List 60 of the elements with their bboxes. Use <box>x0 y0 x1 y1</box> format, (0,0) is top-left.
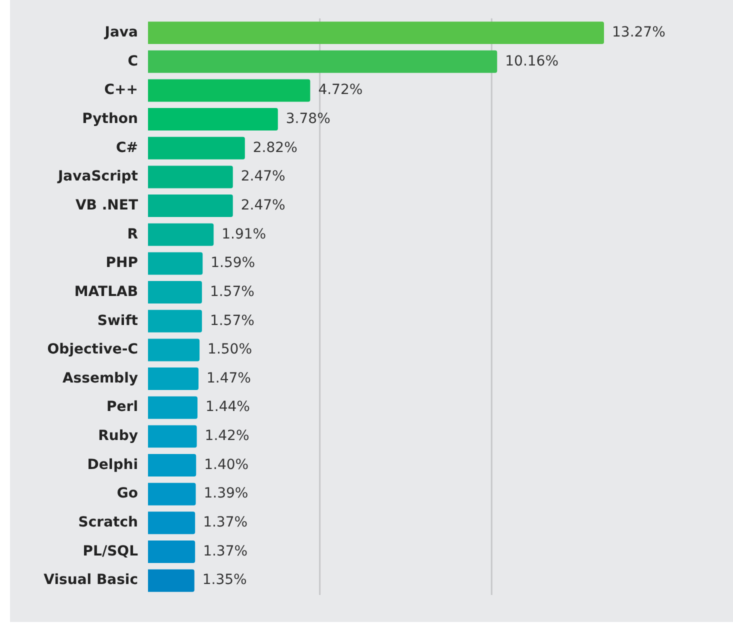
bar <box>148 194 233 218</box>
y-tick-label: Scratch <box>78 514 138 531</box>
bar <box>148 540 196 563</box>
bar <box>148 252 203 275</box>
bar <box>148 454 196 477</box>
data-label: 2.47% <box>240 168 286 185</box>
data-label: 1.37% <box>203 543 248 560</box>
y-tick-label: C++ <box>104 82 138 98</box>
bar <box>148 136 245 160</box>
y-tick-label: Assembly <box>62 370 138 386</box>
bar <box>148 368 199 390</box>
y-tick-label: Visual Basic <box>44 572 138 588</box>
data-label: 1.59% <box>210 255 256 272</box>
data-label: 1.42% <box>204 428 250 444</box>
data-label: 1.57% <box>210 312 254 329</box>
data-label: 1.91% <box>222 226 266 242</box>
bar <box>148 569 194 592</box>
data-label: 10.16% <box>505 53 559 70</box>
y-tick-label: MATLAB <box>74 284 138 300</box>
bar <box>148 482 196 506</box>
data-label: 1.50% <box>208 342 252 358</box>
data-label: 1.35% <box>202 572 247 588</box>
y-tick-label: Perl <box>106 399 138 416</box>
data-label: 3.78% <box>286 110 330 127</box>
data-label: 2.82% <box>252 140 298 156</box>
y-tick-label: Delphi <box>87 456 138 473</box>
data-label: 1.44% <box>205 399 250 416</box>
y-tick-label: Go <box>116 486 138 502</box>
data-label: 1.40% <box>204 456 249 473</box>
data-label: 1.57% <box>210 284 254 300</box>
bar <box>148 338 200 362</box>
y-tick-label: C <box>128 53 138 70</box>
data-label: 1.47% <box>206 370 251 386</box>
bar <box>148 166 233 188</box>
y-tick-label: C# <box>116 140 138 156</box>
bar <box>148 512 196 534</box>
bar <box>148 396 198 419</box>
bar <box>148 108 278 131</box>
bar <box>148 223 214 246</box>
bar <box>148 310 202 332</box>
y-tick-label: Ruby <box>98 428 138 444</box>
bar <box>148 425 197 448</box>
bar <box>148 79 310 102</box>
y-tick-label: JavaScript <box>56 168 138 185</box>
data-label: 2.47% <box>240 197 286 214</box>
data-label: 1.39% <box>204 486 248 502</box>
y-tick-label: Python <box>82 110 138 127</box>
y-tick-label: R <box>127 226 138 242</box>
y-tick-label: Swift <box>97 312 138 329</box>
bar <box>148 22 604 44</box>
data-label: 13.27% <box>612 24 666 40</box>
bar <box>148 50 498 73</box>
y-tick-label: Objective-C <box>47 342 138 358</box>
y-tick-label: PHP <box>106 255 138 272</box>
y-tick-label: Java <box>104 24 138 40</box>
y-tick-label: VB .NET <box>75 197 138 214</box>
data-label: 1.37% <box>203 514 248 531</box>
data-label: 4.72% <box>318 82 363 98</box>
y-tick-label: PL/SQL <box>82 543 138 560</box>
bar <box>148 281 202 304</box>
